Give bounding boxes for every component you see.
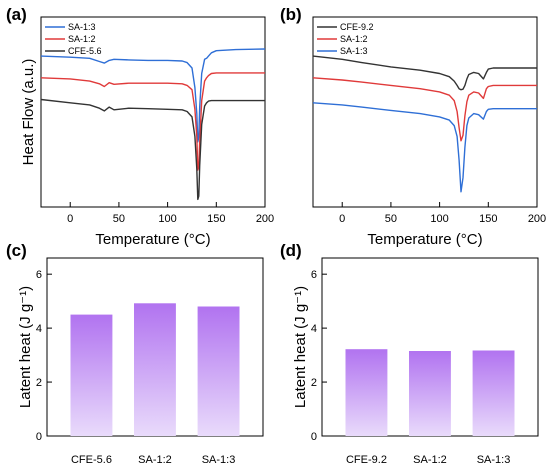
panel-b-x-tick-label: 100: [430, 213, 448, 225]
panel-c-y-tick-label: 2: [36, 377, 42, 389]
panel-d-y-tick-label: 2: [311, 377, 317, 389]
panel-a-series-line-2: [40, 72, 265, 171]
panel-a-series-line-1: [40, 48, 266, 143]
panel-b-series-line-1: [312, 55, 537, 91]
panel-c-y-axis-title: Latent heat (J g⁻¹): [17, 286, 34, 408]
panel-a-chart: 0 50 100 150 200 SA-1:3 SA-1:2 CFE-5.6 Tempera…: [20, 16, 274, 248]
panel-a-x-tick-label: 0: [67, 213, 73, 225]
panel-d-y-axis-title: Latent heat (J g⁻¹): [292, 286, 309, 408]
panel-a-legend-label: SA-1:3: [68, 22, 96, 32]
panel-d-ticks: 0 2 4 6 CFE-9.2 SA-1:2 SA-1:3: [311, 269, 510, 466]
panel-a-x-tick-label: 200: [256, 213, 274, 225]
panel-a-x-axis-title: Temperature (°C): [95, 231, 210, 248]
panel-d-bar: [345, 349, 388, 436]
panel-c-letter: (c): [6, 241, 27, 260]
panel-b-x-tick-label: 150: [479, 213, 497, 225]
panel-b-legend: CFE-9.2 SA-1:2 SA-1:3: [317, 22, 374, 56]
panel-b-frame: [312, 16, 538, 208]
panel-b-legend-label: CFE-9.2: [340, 22, 374, 32]
panel-b-series-line-2: [312, 77, 537, 142]
panel-b-letter: (b): [280, 5, 302, 24]
panel-a-series-group: [40, 48, 266, 201]
panel-a-series-line-3: [40, 98, 265, 201]
panel-c-category-label: SA-1:2: [138, 454, 172, 466]
panel-d-category-label: SA-1:3: [477, 454, 511, 466]
panel-d-bar: [409, 351, 451, 436]
panel-d-y-tick-label: 0: [311, 431, 317, 443]
panel-a-y-axis-title: Heat Flow (a.u.): [20, 59, 37, 166]
panel-b-chart: 0 50 100 150 200 CFE-9.2 SA-1:2 SA-1:3 Tempera…: [312, 16, 546, 248]
panel-b-legend-label: SA-1:2: [340, 34, 368, 44]
panel-d-bars: [345, 349, 515, 436]
panel-a-x-tick-label: 150: [207, 213, 225, 225]
panel-c-category-label: CFE-5.6: [71, 454, 112, 466]
panel-b-series-line-3: [312, 102, 537, 193]
panel-c-y-tick-label: 0: [36, 431, 42, 443]
panel-a-legend-label: SA-1:2: [68, 34, 96, 44]
panel-b-x-ticks: 0 50 100 150 200: [339, 202, 546, 225]
panel-b-x-tick-label: 200: [528, 213, 546, 225]
panel-c-ticks: 0 2 4 6 CFE-5.6 SA-1:2 SA-1:3: [36, 269, 235, 466]
panel-c-y-tick-label: 4: [36, 323, 42, 335]
panel-a-x-tick-label: 100: [158, 213, 176, 225]
panel-d-category-label: SA-1:2: [413, 454, 447, 466]
panel-d-letter: (d): [280, 241, 302, 260]
panel-a-x-tick-label: 50: [113, 213, 125, 225]
panel-c-bars: [70, 303, 240, 436]
panel-a-x-ticks: 0 50 100 150 200: [67, 202, 274, 225]
panel-b-legend-label: SA-1:3: [340, 46, 368, 56]
panel-b-x-axis-title: Temperature (°C): [367, 231, 482, 248]
panel-b-series-group: [312, 55, 537, 193]
panel-a-frame: [40, 16, 266, 208]
panel-d-chart: 0 2 4 6 CFE-9.2 SA-1:2 SA-1:3 Latent heat (J g…: [292, 257, 539, 466]
panel-a-legend: SA-1:3 SA-1:2 CFE-5.6: [45, 22, 102, 56]
panel-d-y-tick-label: 4: [311, 323, 317, 335]
panel-c-y-tick-label: 6: [36, 269, 42, 281]
panel-a-legend-label: CFE-5.6: [68, 46, 102, 56]
panel-d-bar: [472, 350, 515, 436]
panel-b-x-tick-label: 50: [385, 213, 397, 225]
panel-c-category-label: SA-1:3: [202, 454, 236, 466]
panel-d-category-label: CFE-9.2: [346, 454, 387, 466]
panel-b-x-tick-label: 0: [339, 213, 345, 225]
panel-a-letter: (a): [6, 5, 27, 24]
panel-c-bar: [70, 314, 113, 436]
panel-c-chart: 0 2 4 6 CFE-5.6 SA-1:2 SA-1:3 Latent heat (J g…: [17, 257, 264, 466]
panel-c-bar: [197, 306, 240, 436]
panel-d-y-tick-label: 6: [311, 269, 317, 281]
panel-c-bar: [134, 303, 176, 436]
